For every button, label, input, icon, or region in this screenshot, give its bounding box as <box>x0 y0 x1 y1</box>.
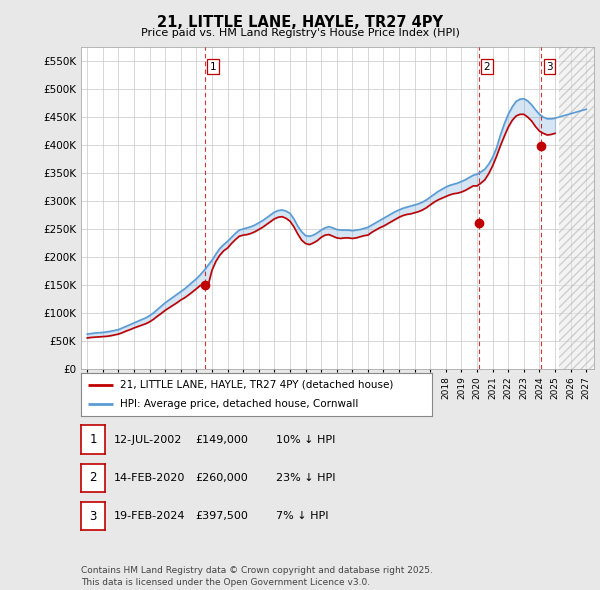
Text: Contains HM Land Registry data © Crown copyright and database right 2025.
This d: Contains HM Land Registry data © Crown c… <box>81 566 433 587</box>
Text: £397,500: £397,500 <box>195 512 248 521</box>
Text: 23% ↓ HPI: 23% ↓ HPI <box>276 473 335 483</box>
Text: 10% ↓ HPI: 10% ↓ HPI <box>276 435 335 444</box>
Bar <box>559 47 594 369</box>
Text: 21, LITTLE LANE, HAYLE, TR27 4PY (detached house): 21, LITTLE LANE, HAYLE, TR27 4PY (detach… <box>119 380 393 390</box>
Text: 3: 3 <box>546 62 553 71</box>
Text: 1: 1 <box>209 62 216 71</box>
Text: £260,000: £260,000 <box>195 473 248 483</box>
Text: 12-JUL-2002: 12-JUL-2002 <box>114 435 182 444</box>
Text: 19-FEB-2024: 19-FEB-2024 <box>114 512 185 521</box>
Text: 2: 2 <box>484 62 490 71</box>
Text: 21, LITTLE LANE, HAYLE, TR27 4PY: 21, LITTLE LANE, HAYLE, TR27 4PY <box>157 15 443 30</box>
Text: HPI: Average price, detached house, Cornwall: HPI: Average price, detached house, Corn… <box>119 399 358 409</box>
Text: 3: 3 <box>89 510 97 523</box>
Text: 1: 1 <box>89 433 97 446</box>
Text: 7% ↓ HPI: 7% ↓ HPI <box>276 512 329 521</box>
Text: 14-FEB-2020: 14-FEB-2020 <box>114 473 185 483</box>
Text: Price paid vs. HM Land Registry's House Price Index (HPI): Price paid vs. HM Land Registry's House … <box>140 28 460 38</box>
Text: £149,000: £149,000 <box>195 435 248 444</box>
Text: 2: 2 <box>89 471 97 484</box>
